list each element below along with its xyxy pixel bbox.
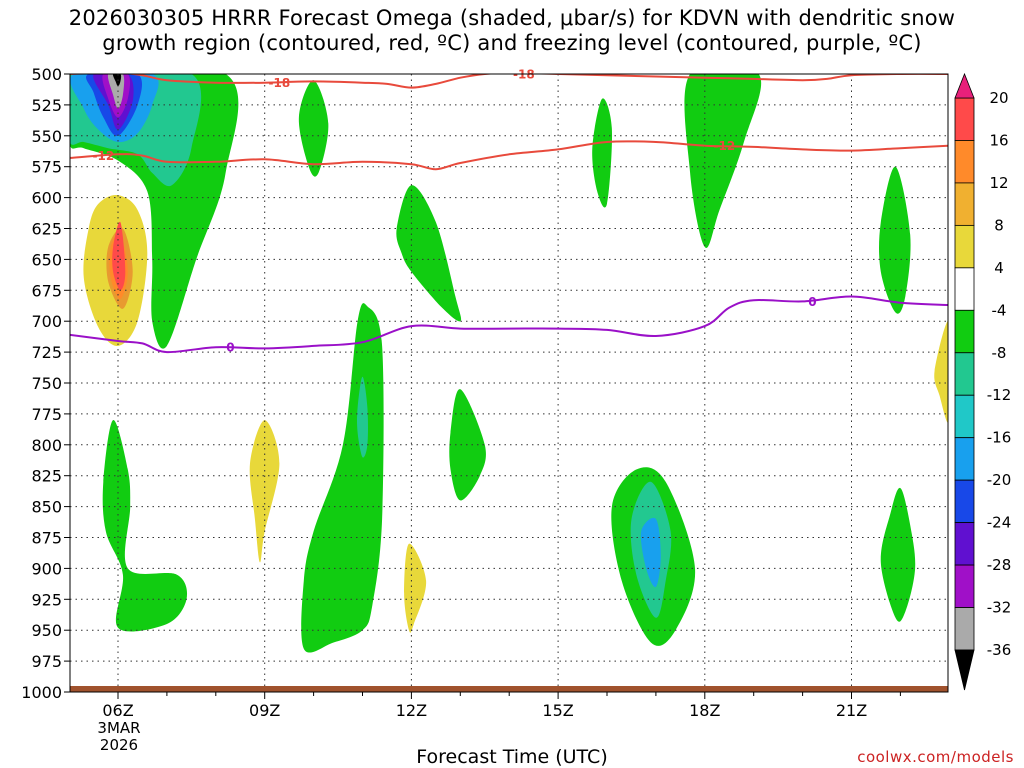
omega-region-26: [640, 517, 661, 588]
contour-purple-0: [70, 295, 948, 354]
colorbar-top-arrow: [954, 72, 975, 99]
x-tick-label-18Z: 18Z: [689, 701, 720, 720]
colorbar-band-2: [954, 182, 975, 226]
omega-colorbar: 20 16 12 8 4 -4 -8 -12 -16 -20 -24 -28 -32 -36: [954, 72, 1012, 691]
y-tick-label-950: 950: [31, 621, 62, 640]
omega-region-20: [449, 389, 486, 501]
y-tick-label-550: 550: [31, 127, 62, 146]
omega-region-19: [357, 376, 368, 458]
contour-label-0-1: 0: [808, 295, 816, 309]
omega-region-7: [112, 74, 122, 87]
colorbar-band-9: [954, 479, 975, 524]
omega-region-23: [102, 420, 188, 632]
omega-region-16: [879, 166, 911, 314]
colorbar-label-16: 16: [989, 131, 1008, 149]
colorbar-bottom-arrow: [954, 649, 975, 691]
y-tick-label-675: 675: [31, 281, 62, 300]
x-tick-label-12Z: 12Z: [396, 701, 427, 720]
chart-title: 2026030305 HRRR Forecast Omega (shaded, …: [0, 6, 1024, 56]
y-tick-label-850: 850: [31, 498, 62, 517]
y-tick-label-600: 600: [31, 189, 62, 208]
colorbar-band-3: [954, 224, 975, 269]
x-tick-label-09Z: 09Z: [249, 701, 280, 720]
y-tick-label-975: 975: [31, 652, 62, 671]
y-tick-label-650: 650: [31, 250, 62, 269]
y-tick-label-750: 750: [31, 374, 62, 393]
omega-region-18: [301, 303, 384, 653]
contour-label-m18-0: -18: [269, 76, 291, 90]
colorbar-label-m8: -8: [992, 344, 1007, 362]
date-label-month: 3MAR: [97, 719, 141, 737]
x-tick-label-06Z: 06Z: [102, 701, 133, 720]
pressure-axis: 500 525 550 575 600 625 650 675 700 725 750 775 800 8…: [21, 65, 70, 702]
contour-label-m12-0: -12: [92, 149, 114, 163]
omega-region-22: [404, 543, 427, 633]
contour-red-m18: [70, 74, 948, 89]
plot-grid: [70, 74, 948, 692]
y-tick-label-825: 825: [31, 467, 62, 486]
x-tick-label-15Z: 15Z: [542, 701, 573, 720]
contour-label-m12-1: -12: [714, 139, 736, 153]
colorbar-label-20: 20: [989, 89, 1008, 107]
y-tick-label-625: 625: [31, 220, 62, 239]
x-axis-label: Forecast Time (UTC): [416, 746, 608, 768]
colorbar-band-8: [954, 437, 975, 481]
temperature-contours: [70, 74, 948, 354]
y-tick-label-1000: 1000: [21, 683, 62, 702]
colorbar-label-m16: -16: [987, 429, 1012, 447]
colorbar-label-m4: -4: [992, 301, 1007, 319]
y-tick-label-800: 800: [31, 436, 62, 455]
colorbar-label-m32: -32: [987, 599, 1012, 617]
y-tick-label-500: 500: [31, 65, 62, 84]
y-tick-label-775: 775: [31, 405, 62, 424]
omega-region-15: [684, 74, 762, 248]
y-tick-label-900: 900: [31, 559, 62, 578]
x-tick-label-21Z: 21Z: [836, 701, 867, 720]
colorbar-band-5: [954, 309, 975, 354]
date-label-year: 2026: [99, 736, 139, 754]
colorbar-label-m24: -24: [987, 514, 1012, 532]
y-tick-label-925: 925: [31, 590, 62, 609]
colorbar-band-0: [954, 97, 975, 141]
y-tick-label-575: 575: [31, 158, 62, 177]
colorbar-band-4: [954, 267, 975, 311]
omega-region-12: [298, 80, 329, 177]
colorbar-band-11: [954, 564, 975, 608]
omega-region-11: [112, 221, 126, 291]
colorbar-band-12: [954, 607, 975, 651]
y-tick-label-725: 725: [31, 343, 62, 362]
source-credit[interactable]: coolwx.com/models: [857, 748, 1014, 766]
omega-shaded-regions: [70, 74, 948, 653]
colorbar-band-1: [954, 140, 975, 184]
ground-bar: [70, 686, 948, 692]
time-axis: 06Z 09Z 12Z 15Z 18Z 21Z: [102, 692, 901, 720]
colorbar-label-m36: -36: [987, 641, 1012, 659]
colorbar-band-7: [954, 394, 975, 439]
omega-region-14: [592, 98, 613, 208]
omega-region-21: [249, 420, 280, 563]
colorbar-label-8: 8: [994, 216, 1004, 234]
colorbar-label-12: 12: [989, 174, 1008, 192]
y-tick-label-525: 525: [31, 96, 62, 115]
colorbar-band-10: [954, 522, 975, 566]
omega-region-17: [934, 320, 948, 423]
y-tick-label-875: 875: [31, 529, 62, 548]
colorbar-band-6: [954, 352, 975, 396]
omega-region-27: [880, 487, 916, 622]
colorbar-label-4: 4: [994, 259, 1004, 277]
contour-red-m12: [70, 140, 948, 171]
colorbar-label-m28: -28: [987, 556, 1012, 574]
omega-region-13: [396, 185, 462, 322]
colorbar-label-m20: -20: [987, 471, 1012, 489]
y-tick-label-700: 700: [31, 312, 62, 331]
contour-label-0-0: 0: [226, 341, 234, 355]
chart-title-line2: growth region (contoured, red, ºC) and f…: [102, 31, 922, 55]
chart-title-line1: 2026030305 HRRR Forecast Omega (shaded, …: [68, 6, 956, 30]
colorbar-label-m12: -12: [987, 386, 1012, 404]
